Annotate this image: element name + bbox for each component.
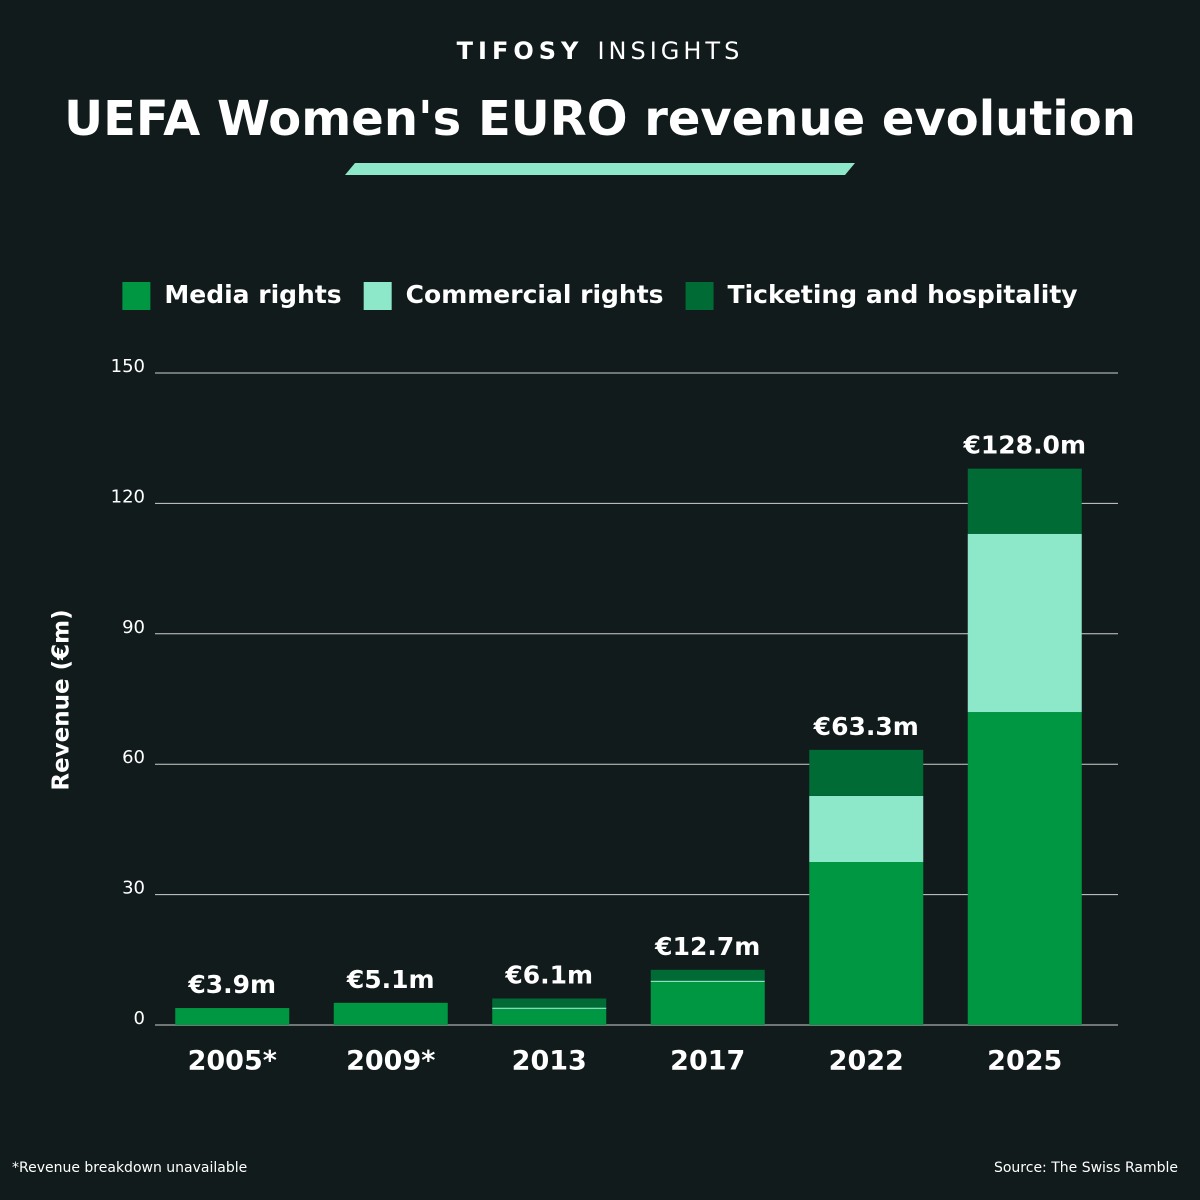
title-underline [345, 163, 855, 175]
footnote: *Revenue breakdown unavailable [12, 1160, 247, 1176]
legend-label: Ticketing and hospitality [728, 280, 1078, 309]
bar-segment [967, 712, 1082, 1025]
bar-segment [492, 998, 607, 1008]
legend-swatch [685, 282, 714, 310]
y-tick-label: 30 [122, 878, 145, 899]
total-label: €63.3m [813, 712, 919, 741]
bar-segment [650, 980, 765, 982]
bar-segment [333, 1002, 448, 1025]
y-tick-label: 150 [111, 356, 145, 377]
x-tick-label: 2005* [188, 1046, 277, 1077]
legend-label: Media rights [164, 280, 341, 309]
bar-segment [492, 1007, 607, 1009]
total-label: €12.7m [654, 932, 760, 961]
legend-swatch [363, 282, 392, 310]
bar-segment [967, 468, 1082, 534]
chart-title: UEFA Women's EURO revenue evolution [64, 91, 1136, 147]
source: Source: The Swiss Ramble [994, 1160, 1178, 1176]
y-tick-label: 120 [111, 486, 145, 507]
bar-segment [809, 749, 924, 796]
x-tick-label: 2009* [346, 1046, 435, 1077]
y-tick-label: 0 [134, 1008, 145, 1029]
y-tick-label: 90 [122, 617, 145, 638]
y-tick-label: 60 [122, 747, 145, 768]
x-tick-label: 2017 [670, 1046, 745, 1077]
x-tick-label: 2022 [829, 1046, 904, 1077]
x-tick-label: 2025 [987, 1046, 1062, 1077]
total-label: €5.1m [346, 965, 435, 994]
x-tick-label: 2013 [512, 1046, 587, 1077]
total-label: €128.0m [962, 431, 1086, 460]
bar-segment [175, 1008, 290, 1025]
total-label: €3.9m [187, 970, 276, 999]
bar-segment [650, 981, 765, 1025]
bar-segment [650, 969, 765, 981]
legend-swatch [122, 282, 151, 310]
y-axis-label: Revenue (€m) [49, 609, 75, 790]
bar-segment [967, 533, 1082, 713]
total-label: €6.1m [504, 960, 593, 989]
bar-segment [809, 795, 924, 862]
brand: TIFOSY [457, 37, 584, 65]
bar-segment [809, 862, 924, 1025]
bar-segment [492, 1008, 607, 1025]
brand-sub: INSIGHTS [597, 37, 743, 65]
legend-label: Commercial rights [406, 280, 664, 309]
